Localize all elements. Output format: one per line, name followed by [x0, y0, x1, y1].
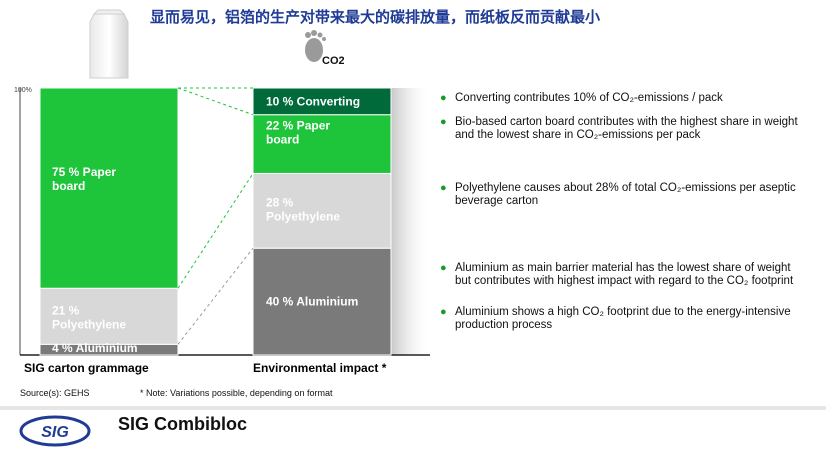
- footnote-text: * Note: Variations possible, depending o…: [140, 388, 333, 398]
- bullet-text: Polyethylene causes about 28% of total C…: [455, 182, 796, 207]
- segment-label-0-2-line0: 75 % Paper: [52, 165, 116, 179]
- connector-line: [177, 173, 254, 289]
- bullet-dot-icon: ●: [440, 116, 447, 128]
- logo-text: SIG: [41, 424, 69, 441]
- x-tick-label-0: SIG carton grammage: [24, 361, 149, 375]
- segment-label-1-2-line1: board: [266, 133, 299, 147]
- segment-label-1-3: 10 % Converting: [266, 94, 360, 108]
- carton-icon: [89, 9, 129, 79]
- x-tick-label-1: Environmental impact *: [253, 361, 387, 375]
- bar-segment-1-2: [252, 114, 392, 174]
- segment-label-1-1-line0: 28 %: [266, 195, 294, 209]
- page-title: 显而易见，铝箔的生产对带来最大的碳排放量，而纸板反而贡献最小: [150, 8, 601, 26]
- brand-name: SIG Combibloc: [118, 414, 248, 434]
- bullet-text: Bio-based carton board contributes with …: [455, 116, 798, 141]
- segment-label-1-1-line1: Polyethylene: [266, 209, 340, 223]
- bullet-text: Aluminium as main barrier material has t…: [455, 262, 794, 287]
- bullet-dot-icon: ●: [440, 306, 447, 318]
- co2-badge-text: CO2: [322, 55, 344, 67]
- segment-label-1-0: 40 % Aluminium: [266, 295, 358, 309]
- connector-line: [177, 247, 254, 345]
- bullet-dot-icon: ●: [440, 92, 447, 104]
- bar-segment-0-2: [39, 87, 179, 289]
- bar-segment-1-0: [252, 247, 392, 356]
- footer-divider: [0, 406, 826, 410]
- segment-label-0-1-line1: Polyethylene: [52, 317, 126, 331]
- bar-segment-0-1: [39, 287, 179, 345]
- connector-line: [177, 87, 254, 116]
- sig-logo: SIG: [19, 415, 91, 447]
- bullet-text: Converting contributes 10% of CO₂-emissi…: [455, 92, 723, 104]
- segment-label-0-2-line1: board: [52, 179, 85, 193]
- co2-footprint-icon: CO2: [305, 30, 344, 67]
- segment-label-1-2-line0: 22 % Paper: [266, 119, 330, 133]
- segment-label-0-0: 4 % Aluminium: [52, 341, 138, 355]
- source-text: Source(s): GEHS: [20, 388, 90, 398]
- bullet-dot-icon: ●: [440, 182, 447, 194]
- bullet-dot-icon: ●: [440, 262, 447, 274]
- y-top-label: 100%: [14, 87, 32, 94]
- segment-label-0-1-line0: 21 %: [52, 303, 80, 317]
- bullet-text: Aluminium shows a high CO₂ footprint due…: [455, 306, 791, 331]
- bar-segment-1-3: [252, 87, 392, 116]
